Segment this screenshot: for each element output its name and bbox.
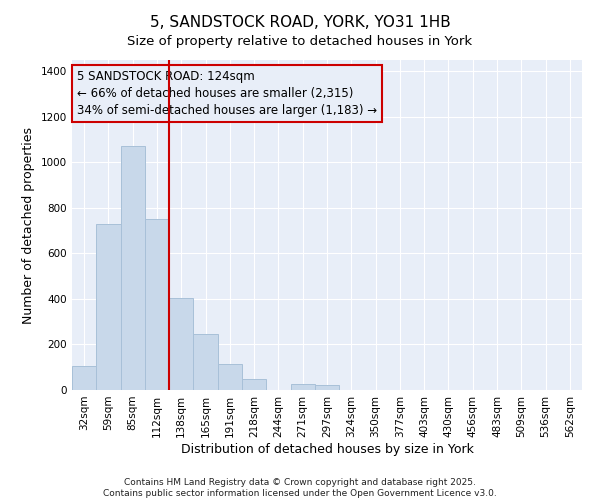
- Bar: [242, 378, 266, 390]
- Text: 5, SANDSTOCK ROAD, YORK, YO31 1HB: 5, SANDSTOCK ROAD, YORK, YO31 1HB: [149, 15, 451, 30]
- Bar: [315, 385, 339, 390]
- Bar: [218, 364, 242, 390]
- X-axis label: Distribution of detached houses by size in York: Distribution of detached houses by size …: [181, 442, 473, 456]
- Y-axis label: Number of detached properties: Number of detached properties: [22, 126, 35, 324]
- Text: Contains HM Land Registry data © Crown copyright and database right 2025.
Contai: Contains HM Land Registry data © Crown c…: [103, 478, 497, 498]
- Bar: [169, 298, 193, 390]
- Text: 5 SANDSTOCK ROAD: 124sqm
← 66% of detached houses are smaller (2,315)
34% of sem: 5 SANDSTOCK ROAD: 124sqm ← 66% of detach…: [77, 70, 377, 117]
- Bar: [193, 334, 218, 390]
- Bar: [145, 220, 169, 390]
- Bar: [121, 146, 145, 390]
- Text: Size of property relative to detached houses in York: Size of property relative to detached ho…: [127, 35, 473, 48]
- Bar: [96, 224, 121, 390]
- Bar: [72, 366, 96, 390]
- Bar: [290, 384, 315, 390]
